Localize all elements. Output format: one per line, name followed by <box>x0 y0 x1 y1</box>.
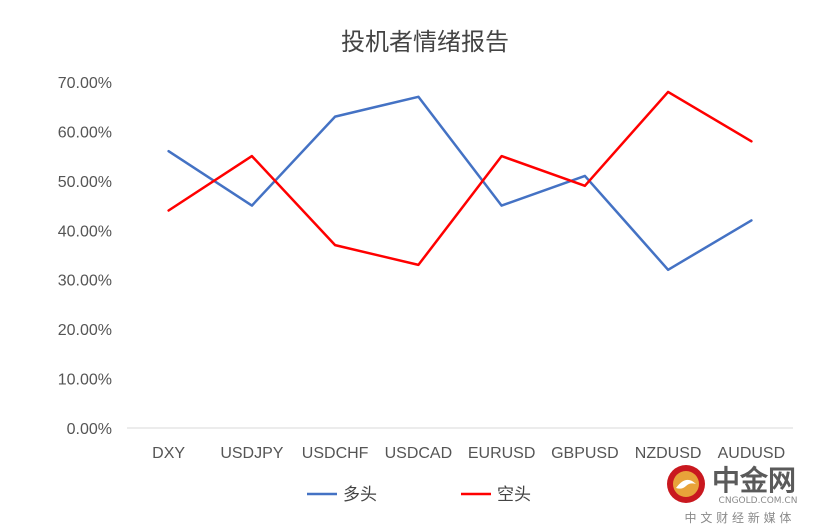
series-line-0 <box>167 95 753 272</box>
y-tick-label: 70.00% <box>58 75 112 92</box>
y-tick-label: 10.00% <box>58 372 112 389</box>
x-tick-label: EURUSD <box>468 445 536 462</box>
watermark: 中金网 CNGOLD.COM.CN 中 文 财 经 新 媒 体 <box>667 464 797 525</box>
series-line-1 <box>167 90 753 267</box>
watermark-domain: CNGOLD.COM.CN <box>719 496 798 506</box>
x-tick-label: DXY <box>152 445 185 462</box>
watermark-name: 中金网 <box>712 464 796 497</box>
x-tick-label: USDCAD <box>385 445 453 462</box>
watermark-tagline: 中 文 财 经 新 媒 体 <box>685 510 792 525</box>
chart-title: 投机者情绪报告 <box>341 28 509 56</box>
y-tick-label: 30.00% <box>58 273 112 290</box>
y-tick-label: 50.00% <box>58 174 112 191</box>
y-tick-label: 0.00% <box>67 421 112 438</box>
x-tick-label: USDJPY <box>220 445 283 462</box>
legend-label: 空头 <box>497 485 531 505</box>
series-lines <box>167 90 753 272</box>
x-axis-ticks: DXY USDJPY USDCHF USDCAD EURUSD GBPUSD NZDUSD A… <box>152 445 785 462</box>
x-tick-label: AUDUSD <box>718 445 786 462</box>
legend-item: 多头 <box>307 485 377 505</box>
legend: 多头 空头 <box>307 485 531 505</box>
y-tick-label: 20.00% <box>58 322 112 339</box>
cngold-logo-icon <box>667 465 705 503</box>
legend-label: 多头 <box>343 485 377 505</box>
x-tick-label: USDCHF <box>302 445 369 462</box>
y-tick-label: 40.00% <box>58 223 112 240</box>
x-tick-label: GBPUSD <box>551 445 619 462</box>
y-axis-ticks: 0.00% 10.00% 20.00% 30.00% 40.00% 50.00% 60.00… <box>58 75 112 438</box>
legend-item: 空头 <box>461 485 531 505</box>
x-tick-label: NZDUSD <box>635 445 702 462</box>
y-tick-label: 60.00% <box>58 124 112 141</box>
